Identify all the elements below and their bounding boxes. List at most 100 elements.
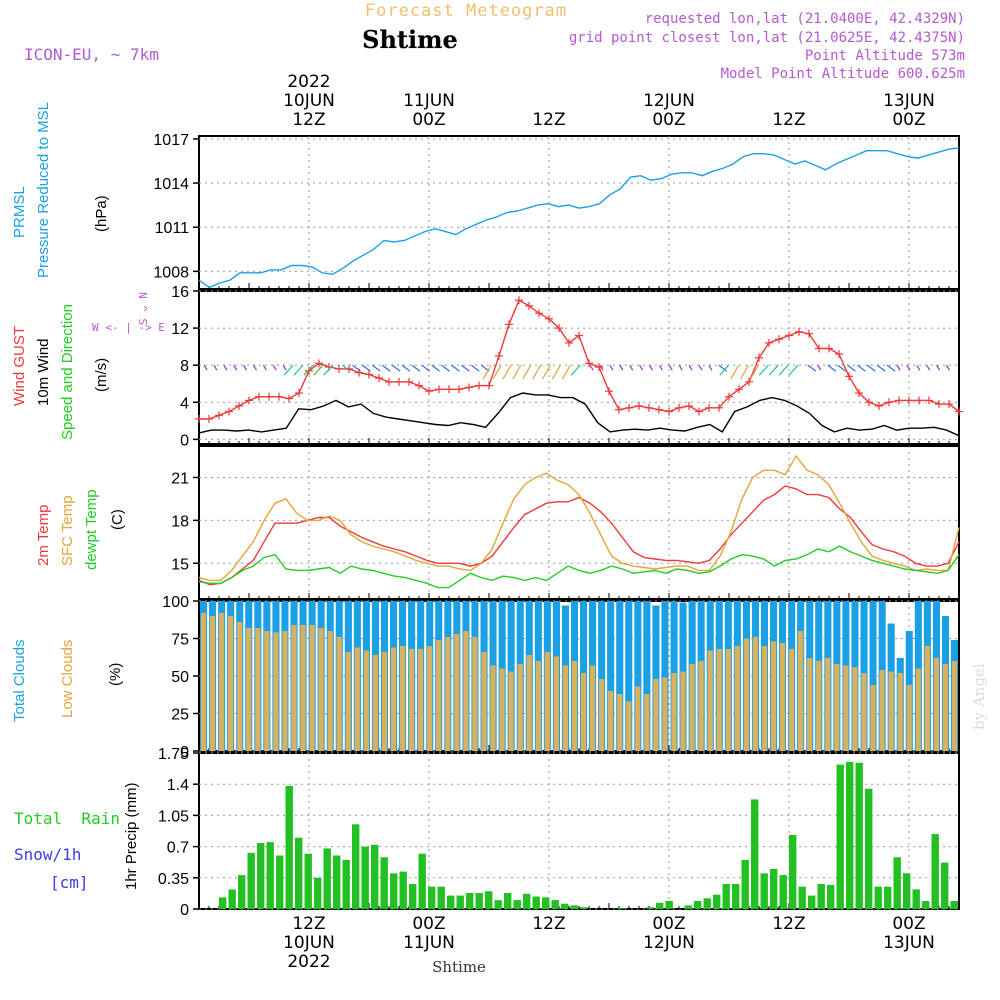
precip-bar-total-rain <box>390 873 398 909</box>
precip-bar-total-rain <box>618 908 626 909</box>
clouds-bar-low-clouds <box>644 694 650 751</box>
wind-direction-arrow <box>847 364 856 372</box>
wind-direction-arrow <box>541 364 552 380</box>
clouds-bar-low-clouds <box>336 637 342 751</box>
clouds-bar-low-clouds <box>309 625 315 751</box>
clouds-bar-low-clouds <box>463 631 469 751</box>
clouds-bar-low-clouds <box>798 631 804 751</box>
wind-direction-arrow <box>431 364 441 372</box>
clouds-bar-low-clouds <box>436 640 442 751</box>
bottom-time-label: 11JUN <box>403 933 455 953</box>
clouds-bar-low-clouds <box>418 649 424 751</box>
clouds-bar-low-clouds <box>608 691 614 751</box>
precip-bar-total-rain <box>855 762 863 909</box>
bottom-time-label: 12Z <box>292 914 325 934</box>
clouds-bar-low-clouds <box>626 701 632 751</box>
clouds-bar-total-clouds <box>625 601 633 751</box>
precip-bar-total-rain <box>665 901 673 909</box>
clouds-bar-low-clouds <box>454 634 460 751</box>
precip-bar-total-rain <box>912 889 920 909</box>
temp-label-2m: 2m Temp <box>35 505 52 566</box>
wind-direction-arrow <box>629 364 634 371</box>
clouds-bar-low-clouds <box>915 668 921 751</box>
cloud-label-total: Total Clouds <box>11 639 28 722</box>
precip-bar-total-rain <box>228 889 236 909</box>
clouds-bar-low-clouds <box>707 650 713 751</box>
clouds-bar-low-clouds <box>716 649 722 751</box>
clouds-bar-low-clouds <box>517 664 523 751</box>
clouds-bar-low-clouds <box>472 637 478 751</box>
precip-bar-total-rain <box>903 873 911 909</box>
wind-direction-arrow <box>886 364 896 372</box>
precip-bar-total-rain <box>827 884 835 909</box>
clouds-bar-low-clouds <box>508 671 514 751</box>
clouds-bar-low-clouds <box>852 667 858 751</box>
precip-bar-total-rain <box>931 834 939 909</box>
wind-direction-arrow <box>876 364 886 372</box>
wind-label-10m: 10m Wind <box>35 338 52 406</box>
wind-ytick-label: 16 <box>171 284 189 301</box>
pressure-ytick-label: 1014 <box>153 176 189 193</box>
clouds-bar-low-clouds <box>662 677 668 751</box>
pressure-frame <box>198 135 960 290</box>
precip-bar-total-rain <box>713 894 721 909</box>
precip-bar-total-rain <box>399 871 407 909</box>
bottom-time-label: 12JUN <box>643 933 695 953</box>
wind-direction-arrow <box>391 364 401 372</box>
precip-bar-total-rain <box>893 857 901 909</box>
clouds-bar-low-clouds <box>409 649 415 751</box>
precip-label-rain: Total Rain <box>14 809 120 828</box>
wind-direction-arrow <box>719 364 730 376</box>
clouds-bar-low-clouds <box>228 616 234 751</box>
clouds-bar-low-clouds <box>499 668 505 751</box>
precip-bar-total-rain <box>485 891 493 909</box>
clouds-bar-low-clouds <box>255 628 261 751</box>
precip-bar-total-rain <box>494 900 502 909</box>
clouds-bar-low-clouds <box>689 664 695 751</box>
temp-label-dew: dewpt Temp <box>83 489 100 570</box>
clouds-bar-low-clouds <box>816 661 822 751</box>
wind-direction-arrow <box>381 364 391 372</box>
clouds-bar-low-clouds <box>617 694 623 751</box>
precip-bar-total-rain <box>276 855 284 909</box>
top-time-label: 13JUN <box>883 91 935 111</box>
wind-direction-arrow <box>688 364 693 371</box>
precip-bar-total-rain <box>703 898 711 909</box>
clouds-ytick-label: 0 <box>180 744 189 761</box>
precip-unit: 1hr Precip (mm) <box>123 782 140 890</box>
clouds-bar-total-clouds <box>598 601 606 751</box>
precip-bar-total-rain <box>751 799 759 909</box>
wind-direction-arrow <box>262 364 267 371</box>
precip-bar-total-rain <box>219 897 227 909</box>
clouds-ytick-label: 100 <box>162 594 189 611</box>
wind-unit: (m/s) <box>93 358 110 392</box>
footer-location: Shtime <box>432 958 486 976</box>
precip-bar-total-rain <box>694 901 702 909</box>
precip-bar-total-rain <box>295 837 303 909</box>
clouds-bar-low-clouds <box>870 685 876 751</box>
clouds-bar-low-clouds <box>888 671 894 751</box>
wind-direction-arrow <box>461 364 470 372</box>
precip-bar-total-rain <box>314 877 322 909</box>
temperature-ytick-label: 21 <box>171 470 189 487</box>
precip-bar-total-rain <box>342 860 350 909</box>
wind-direction-arrow <box>252 364 258 371</box>
precip-bar-total-rain <box>789 835 797 909</box>
location-title: Shtime <box>362 25 458 54</box>
bottom-time-label: 00Z <box>652 914 685 934</box>
wind-direction-arrow <box>668 364 673 371</box>
wind-direction-arrow <box>362 364 371 372</box>
wind-direction-arrow <box>421 364 431 372</box>
clouds-bar-low-clouds <box>725 649 731 751</box>
clouds-bar-low-clouds <box>924 646 930 751</box>
wind-direction-arrow <box>945 364 951 371</box>
precip-bar-total-rain <box>770 868 778 909</box>
clouds-bar-low-clouds <box>807 658 813 751</box>
top-time-label: 11JUN <box>403 91 455 111</box>
clouds-bar-low-clouds <box>544 652 550 751</box>
temp-unit: (C) <box>109 509 126 530</box>
precip-bar-total-rain <box>798 886 806 909</box>
pressure-ytick-label: 1008 <box>153 264 189 281</box>
top-time-label: 00Z <box>412 110 445 130</box>
